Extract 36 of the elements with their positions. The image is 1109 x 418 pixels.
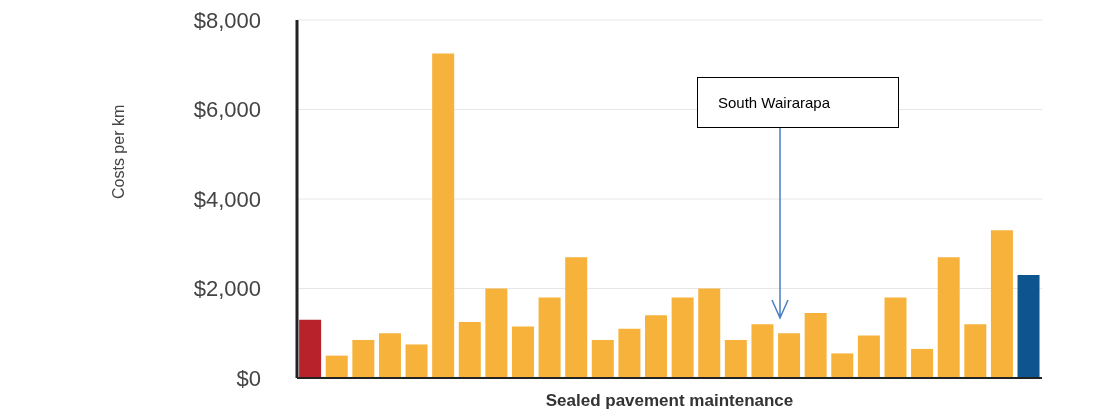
y-axis-title: Costs per km: [109, 104, 127, 199]
bar: [645, 315, 668, 378]
bar: [538, 297, 561, 378]
bar: [911, 348, 934, 378]
y-tick-label: $6,000: [193, 97, 261, 123]
y-tick-label: $4,000: [193, 186, 261, 212]
bar: [964, 324, 987, 378]
bar: [751, 324, 774, 378]
bar: [485, 288, 508, 378]
bar: [432, 53, 455, 378]
bar: [378, 333, 401, 378]
x-axis-title: Sealed pavement maintenance: [545, 391, 794, 410]
bar: [325, 355, 348, 378]
y-tick-label: $0: [236, 365, 261, 391]
callout-box: South Wairarapa: [697, 77, 899, 128]
bar: [299, 319, 322, 378]
bar: [804, 313, 827, 378]
bar: [618, 328, 641, 378]
bar: [671, 297, 694, 378]
bar: [698, 288, 721, 378]
y-tick-label: $8,000: [193, 7, 261, 33]
bar: [591, 339, 614, 378]
bar: [857, 335, 880, 378]
bar: [565, 257, 588, 378]
bar: [405, 344, 428, 378]
bar: [831, 353, 854, 378]
bar: [511, 326, 534, 378]
bar: [990, 230, 1013, 378]
bar: [884, 297, 907, 378]
bar: [937, 257, 960, 378]
y-tick-label: $2,000: [193, 276, 261, 302]
bar: [458, 322, 481, 378]
bar: [724, 339, 747, 378]
bar: [1017, 275, 1040, 378]
bar: [352, 339, 375, 378]
bar: [778, 333, 801, 378]
